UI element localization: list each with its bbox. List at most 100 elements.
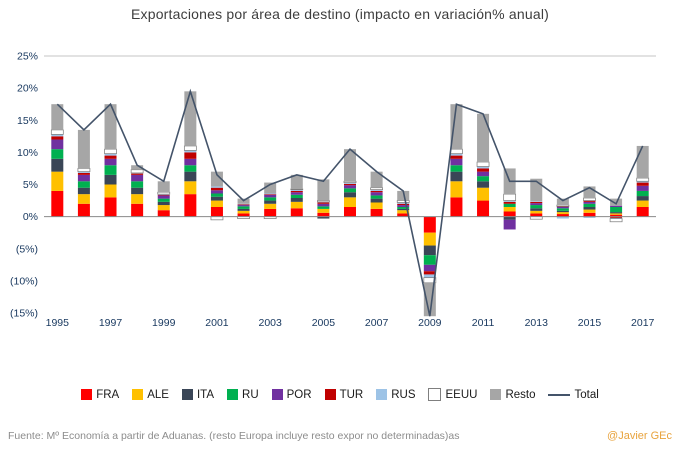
bar-segment-ru (583, 203, 596, 207)
bar-segment-eeuu (317, 200, 330, 203)
bar-segment-resto (344, 149, 356, 182)
bar-segment-ita (530, 208, 543, 211)
legend-label-resto: Resto (505, 388, 536, 401)
bar-segment-resto (131, 165, 144, 170)
bar-segment-ita (51, 158, 64, 172)
bar-segment-fra (104, 197, 117, 217)
bar-segment-ita (556, 210, 569, 213)
bar-segment-tur (77, 172, 90, 175)
bar-segment-tur (237, 204, 250, 206)
bar-segment-ale (556, 212, 569, 215)
bar-segment-por (264, 194, 277, 198)
x-tick-label: 2015 (578, 317, 602, 329)
legend-item-ita: ITA (181, 389, 214, 401)
bar-segment-fra (530, 213, 543, 217)
bar-segment-rus (450, 153, 463, 156)
legend-item-tur: TUR (324, 389, 363, 401)
bar-segment-rus (210, 186, 223, 188)
bar-segment-resto (264, 182, 277, 194)
bar-segment-por (77, 174, 90, 182)
bar-segment-eeuu (583, 197, 596, 201)
bar-segment-resto (51, 104, 64, 130)
bar-segment-por (636, 185, 649, 191)
bar-segment-ita (344, 192, 356, 198)
bar-segment-por (397, 205, 410, 207)
bar-segment-rus (423, 274, 436, 278)
bar-segment-eeuu (50, 129, 64, 135)
bar-segment-fra (210, 206, 223, 217)
bar-segment-ru (530, 205, 543, 209)
legend-item-ru: RU (227, 389, 259, 401)
x-tick-label: 2007 (365, 317, 389, 329)
bar-segment-ale (636, 200, 649, 207)
footer: Fuente: Mº Economía a partir de Aduanas.… (8, 430, 672, 442)
bar-segment-eeuu (157, 191, 171, 195)
bar-segment-por (157, 195, 170, 199)
bar-segment-ru (264, 197, 277, 201)
bar-segment-tur (344, 183, 356, 186)
bar-segment-resto (636, 145, 649, 179)
bar-segment-tur (503, 201, 516, 204)
x-tick-label: 2011 (472, 317, 495, 329)
bar-segment-resto (370, 171, 383, 188)
bar-segment-rus (370, 189, 383, 191)
bar-segment-fra (450, 197, 463, 217)
bar-segment-ita (477, 181, 490, 188)
bar-segment-ita (290, 197, 303, 202)
bar-segment-ita (317, 216, 330, 219)
bar-segment-ita (636, 196, 649, 201)
bar-segment-ita (131, 187, 144, 195)
bar-segment-rus (51, 134, 64, 137)
chart-canvas: 25% 20% 15% 10% 5% 0% (5%) (10%) (15%) 1995 1997 19… (10, 51, 656, 329)
bar-segment-resto (157, 181, 170, 193)
bar-segment-ita (77, 187, 90, 195)
bar-segment-ale (264, 203, 277, 209)
bar-segment-ita (237, 208, 250, 211)
bar-segment-resto (290, 174, 303, 189)
bar-segment-eeuu (370, 187, 383, 191)
watermark: @Javier GEc (607, 430, 672, 442)
x-tick-label: 1995 (46, 317, 70, 329)
bar-segment-tur (51, 136, 64, 140)
bar-segment-ale (51, 171, 64, 191)
bar-segment-ita (583, 206, 596, 210)
x-tick-label: 2013 (525, 317, 549, 329)
bar-segment-rus (344, 182, 356, 184)
bar-segment-fra (264, 208, 277, 217)
bar-segment-tur (450, 155, 463, 159)
bar-segment-ale (237, 210, 250, 214)
legend-label-ru: RU (242, 388, 259, 401)
bar-segment-ru (636, 190, 649, 197)
bar-segment-por (583, 201, 596, 204)
bar-segment-ale (104, 184, 117, 198)
bar-segment-ru (210, 193, 223, 197)
y-tick-label: (10%) (10, 275, 38, 287)
legend-label-por: POR (286, 388, 312, 401)
bar-segment-fra (503, 211, 516, 217)
bar-segment-rus (556, 216, 569, 219)
y-tick-label: 15% (17, 115, 38, 127)
bar-segment-ita (397, 208, 410, 211)
bar-segment-ita (184, 171, 197, 182)
legend-label-rus: RUS (391, 388, 416, 401)
legend-item-total: Total (548, 389, 599, 401)
bar-segment-resto (556, 198, 569, 206)
bar-segment-por (503, 219, 516, 230)
x-tick-label: 2005 (312, 317, 336, 329)
x-tick-label: 1997 (99, 317, 123, 329)
bar-segment-tur (610, 216, 623, 218)
bar-segment-ale (131, 194, 144, 204)
bar-segment-fra (157, 210, 170, 217)
bar-segment-tur (636, 182, 649, 186)
bar-segment-fra (556, 214, 569, 217)
bar-segment-rus (397, 202, 410, 204)
bar-segment-ru (77, 181, 90, 188)
bar-segment-eeuu (503, 193, 517, 201)
bar-segment-ru (344, 188, 356, 193)
bar-segment-fra (237, 213, 250, 217)
por-swatch (271, 389, 283, 400)
y-tick-label: 25% (17, 51, 38, 63)
total-line (56, 88, 644, 317)
bar-segment-eeuu (343, 180, 357, 183)
bar-segment-tur (583, 200, 596, 202)
